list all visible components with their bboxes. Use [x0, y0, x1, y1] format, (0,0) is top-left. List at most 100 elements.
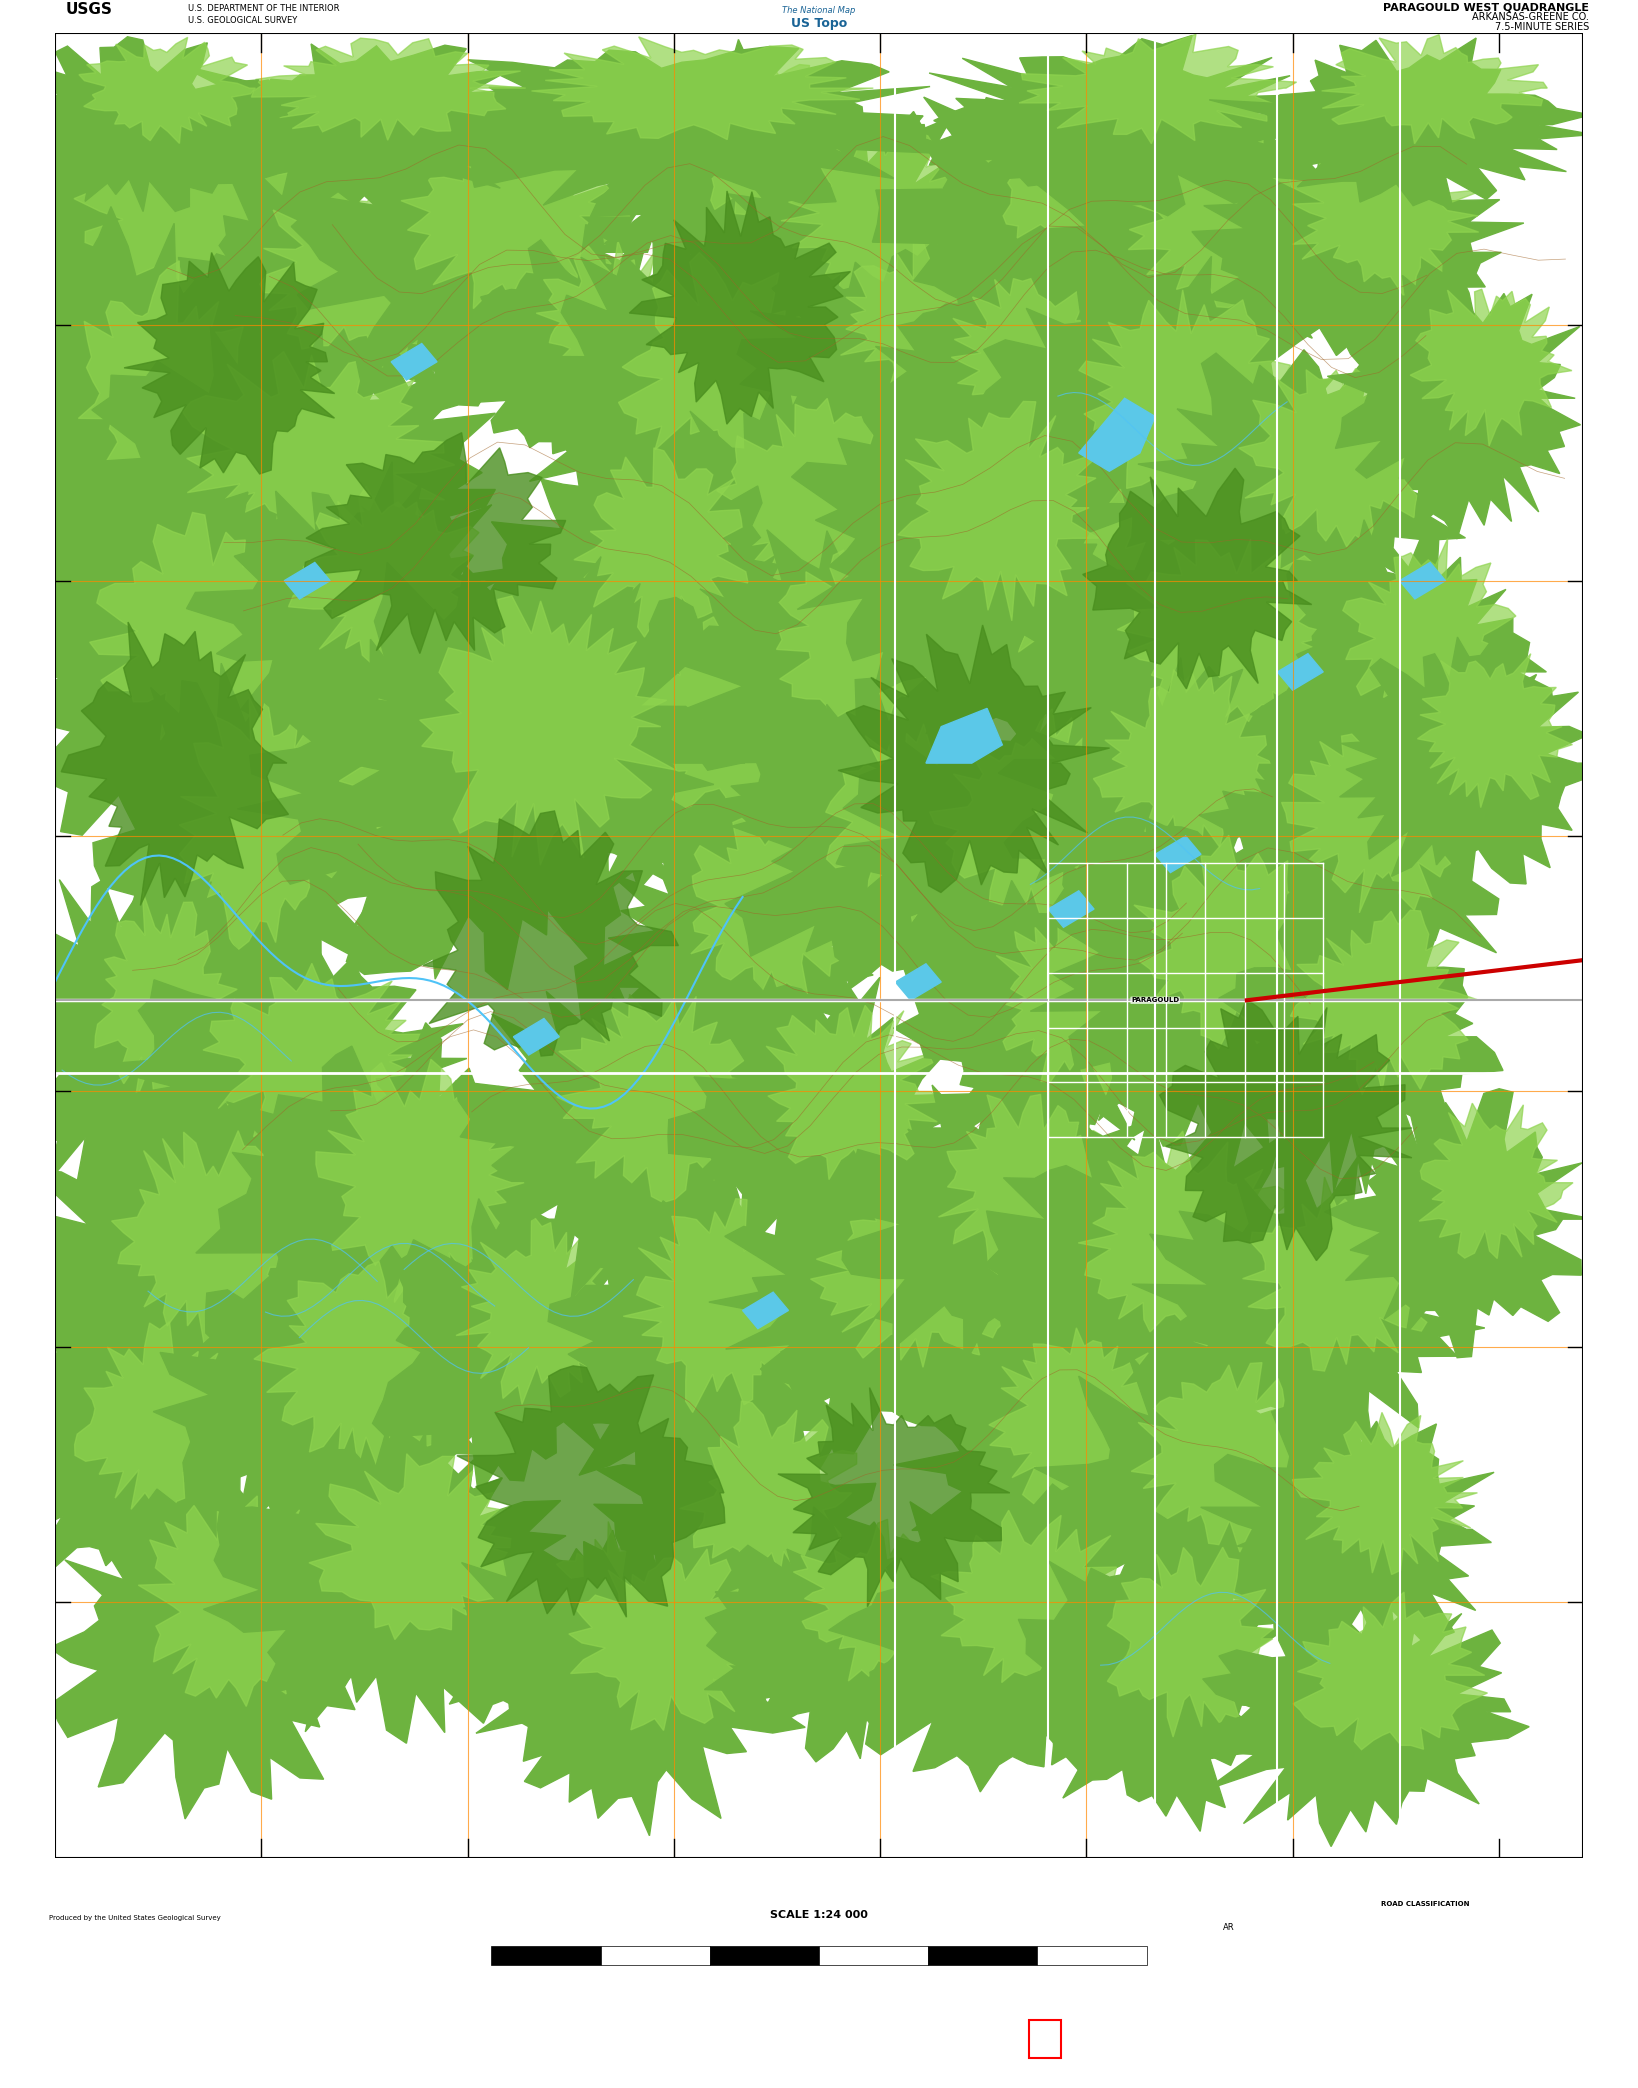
Bar	[819, 1946, 929, 1965]
Polygon shape	[984, 484, 1183, 674]
Text: PARAGOULD: PARAGOULD	[1132, 998, 1179, 1002]
Polygon shape	[680, 1401, 857, 1576]
Polygon shape	[781, 127, 984, 313]
Polygon shape	[1138, 349, 1468, 639]
Polygon shape	[590, 40, 871, 309]
Polygon shape	[310, 1453, 524, 1639]
Polygon shape	[441, 226, 722, 497]
Polygon shape	[898, 401, 1104, 620]
Text: The National Map: The National Map	[783, 6, 855, 15]
Text: 7.5-MINUTE SERIES: 7.5-MINUTE SERIES	[1494, 23, 1589, 33]
Polygon shape	[288, 487, 485, 672]
Polygon shape	[1322, 35, 1548, 144]
Polygon shape	[457, 1366, 726, 1618]
Text: AR: AR	[1222, 1923, 1235, 1931]
Polygon shape	[1078, 1132, 1289, 1345]
Text: U.S. GEOLOGICAL SURVEY: U.S. GEOLOGICAL SURVEY	[188, 15, 298, 25]
Polygon shape	[1419, 1102, 1572, 1259]
Polygon shape	[1030, 816, 1373, 1157]
Polygon shape	[1079, 290, 1304, 507]
Polygon shape	[1289, 136, 1486, 294]
Polygon shape	[776, 549, 999, 722]
Polygon shape	[922, 35, 1361, 215]
Polygon shape	[1209, 38, 1594, 209]
Polygon shape	[537, 587, 862, 944]
Polygon shape	[544, 1165, 863, 1531]
Polygon shape	[568, 1549, 767, 1731]
Polygon shape	[893, 1307, 1201, 1606]
Polygon shape	[984, 1109, 1327, 1453]
Polygon shape	[203, 963, 429, 1155]
Polygon shape	[691, 818, 862, 994]
Polygon shape	[79, 38, 256, 144]
Polygon shape	[197, 1023, 580, 1405]
Polygon shape	[1191, 1583, 1530, 1846]
Polygon shape	[1399, 562, 1445, 599]
Polygon shape	[187, 461, 527, 768]
Polygon shape	[1325, 1088, 1594, 1357]
Polygon shape	[1343, 539, 1517, 727]
Polygon shape	[1291, 910, 1479, 1094]
Polygon shape	[686, 63, 868, 226]
Polygon shape	[0, 869, 256, 1211]
Polygon shape	[811, 1176, 1032, 1368]
Polygon shape	[686, 98, 1017, 393]
Polygon shape	[536, 240, 714, 409]
Polygon shape	[531, 38, 873, 140]
Polygon shape	[1327, 265, 1581, 539]
Polygon shape	[179, 695, 362, 950]
Polygon shape	[573, 449, 749, 637]
Polygon shape	[668, 977, 970, 1265]
Polygon shape	[593, 793, 886, 1107]
Polygon shape	[878, 470, 1225, 781]
Polygon shape	[793, 1520, 975, 1681]
Text: U.S. DEPARTMENT OF THE INTERIOR: U.S. DEPARTMENT OF THE INTERIOR	[188, 4, 339, 13]
Polygon shape	[292, 98, 658, 411]
Text: SCALE 1:24 000: SCALE 1:24 000	[770, 1911, 868, 1919]
Polygon shape	[8, 38, 288, 211]
Polygon shape	[477, 1522, 806, 1835]
Polygon shape	[141, 146, 523, 459]
Polygon shape	[939, 1094, 1137, 1274]
Polygon shape	[737, 238, 1030, 501]
Polygon shape	[375, 46, 939, 205]
Polygon shape	[124, 253, 334, 474]
Polygon shape	[1027, 98, 1387, 409]
Bar	[1029, 2019, 1061, 2059]
Polygon shape	[316, 1059, 532, 1311]
Polygon shape	[826, 725, 1024, 923]
Polygon shape	[1238, 367, 1432, 547]
Polygon shape	[1243, 1178, 1445, 1372]
Polygon shape	[1278, 654, 1324, 691]
Polygon shape	[136, 44, 595, 215]
Polygon shape	[0, 470, 370, 864]
Polygon shape	[1107, 1547, 1273, 1737]
Polygon shape	[980, 88, 1186, 269]
Polygon shape	[989, 1328, 1170, 1508]
Polygon shape	[1133, 835, 1335, 1054]
Polygon shape	[704, 1508, 1002, 1762]
Polygon shape	[203, 1430, 577, 1743]
Polygon shape	[680, 530, 1030, 827]
Polygon shape	[1201, 1399, 1494, 1658]
Polygon shape	[930, 1510, 1137, 1683]
Polygon shape	[154, 1215, 505, 1587]
Polygon shape	[524, 226, 875, 564]
Polygon shape	[873, 61, 1217, 361]
Polygon shape	[1083, 468, 1312, 689]
Text: ROAD CLASSIFICATION: ROAD CLASSIFICATION	[1381, 1900, 1469, 1906]
Polygon shape	[837, 1057, 1168, 1384]
Bar	[1037, 1946, 1147, 1965]
Polygon shape	[996, 906, 1170, 1094]
Polygon shape	[716, 399, 921, 620]
Polygon shape	[254, 1261, 457, 1474]
Polygon shape	[532, 1522, 704, 1683]
Polygon shape	[742, 1292, 788, 1328]
Polygon shape	[858, 238, 1155, 557]
Polygon shape	[896, 965, 942, 1000]
Polygon shape	[930, 708, 1127, 931]
Polygon shape	[1160, 1000, 1412, 1261]
Polygon shape	[767, 1006, 942, 1180]
Polygon shape	[1132, 1150, 1484, 1472]
Polygon shape	[1117, 539, 1340, 722]
